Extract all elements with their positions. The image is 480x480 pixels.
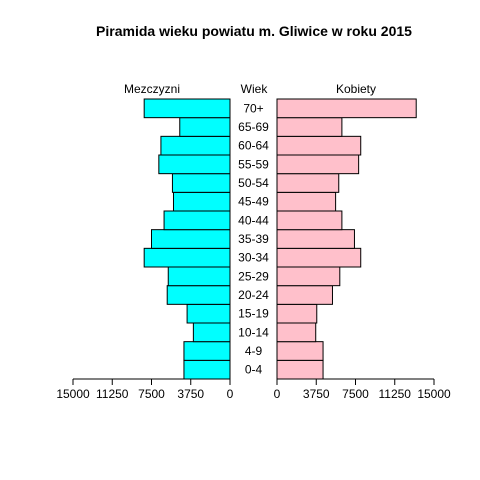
bar-kobiety-35-39: [276, 229, 355, 249]
bar-kobiety-50-54: [276, 173, 340, 193]
age-label-30-34: 30-34: [238, 251, 269, 265]
left-tick-label-7500: 7500: [138, 387, 165, 401]
age-labels-group: 0-4 4-9 10-14 15-19 20-24 25-29 30-34 35-39 40-4…: [238, 101, 269, 376]
right-bars-group: [276, 98, 417, 380]
age-column-header: Wiek: [241, 82, 269, 96]
bar-kobiety-15-19: [276, 303, 318, 324]
bar-mezczyzni-35-39: [151, 229, 231, 249]
bar-kobiety-4-9: [276, 341, 324, 361]
left-tick-label-3750: 3750: [177, 387, 204, 401]
bar-kobiety-20-24: [276, 285, 333, 305]
age-label-20-24: 20-24: [238, 288, 269, 302]
age-label-65-69: 65-69: [238, 120, 269, 134]
age-label-50-54: 50-54: [238, 176, 269, 190]
bar-mezczyzni-70+: [143, 98, 231, 119]
left-series-header: Mezczyzni: [124, 82, 180, 96]
bar-kobiety-45-49: [276, 191, 337, 212]
age-label-70+: 70+: [243, 101, 263, 115]
bar-mezczyzni-40-44: [163, 210, 231, 231]
bar-mezczyzni-45-49: [172, 191, 231, 212]
left-tick-label-0: 0: [227, 387, 234, 401]
bar-kobiety-70+: [276, 98, 417, 119]
age-label-40-44: 40-44: [238, 213, 269, 227]
bar-kobiety-65-69: [276, 117, 343, 137]
bar-mezczyzni-15-19: [186, 303, 231, 324]
bar-mezczyzni-25-29: [167, 266, 231, 287]
bar-mezczyzni-10-14: [192, 322, 231, 343]
age-label-45-49: 45-49: [238, 195, 269, 209]
bar-mezczyzni-65-69: [179, 117, 231, 137]
bar-kobiety-10-14: [276, 322, 317, 343]
left-tick-label-11250: 11250: [96, 387, 129, 401]
left-bars-group: [143, 98, 231, 380]
age-label-55-59: 55-59: [238, 157, 269, 171]
bar-mezczyzni-4-9: [183, 341, 231, 361]
age-label-25-29: 25-29: [238, 269, 269, 283]
bar-kobiety-30-34: [276, 247, 362, 268]
right-tick-label-15000: 15000: [417, 387, 451, 401]
bar-mezczyzni-60-64: [160, 135, 231, 156]
bar-mezczyzni-20-24: [166, 285, 231, 305]
left-x-axis: 15000 11250 7500 3750 0: [56, 378, 234, 401]
age-label-15-19: 15-19: [238, 307, 269, 321]
bar-mezczyzni-30-34: [143, 247, 231, 268]
bar-mezczyzni-0-4: [183, 359, 231, 380]
bar-kobiety-55-59: [276, 154, 360, 175]
bar-kobiety-25-29: [276, 266, 341, 287]
bar-kobiety-60-64: [276, 135, 362, 156]
right-tick-label-11250: 11250: [379, 387, 412, 401]
right-tick-label-3750: 3750: [303, 387, 330, 401]
bar-mezczyzni-50-54: [171, 173, 231, 193]
chart-title: Piramida wieku powiatu m. Gliwice w roku…: [96, 23, 412, 39]
left-tick-label-15000: 15000: [56, 387, 90, 401]
right-tick-label-0: 0: [274, 387, 281, 401]
bar-mezczyzni-55-59: [158, 154, 231, 175]
bar-kobiety-40-44: [276, 210, 343, 231]
age-label-35-39: 35-39: [238, 232, 269, 246]
right-series-header: Kobiety: [336, 82, 376, 96]
age-label-4-9: 4-9: [245, 344, 263, 358]
age-label-0-4: 0-4: [245, 363, 263, 377]
right-x-axis: 15000 11250 7500 3750 0: [274, 378, 451, 401]
bar-kobiety-0-4: [276, 359, 324, 380]
right-tick-label-7500: 7500: [342, 387, 369, 401]
age-label-10-14: 10-14: [238, 325, 269, 339]
age-label-60-64: 60-64: [238, 139, 269, 153]
